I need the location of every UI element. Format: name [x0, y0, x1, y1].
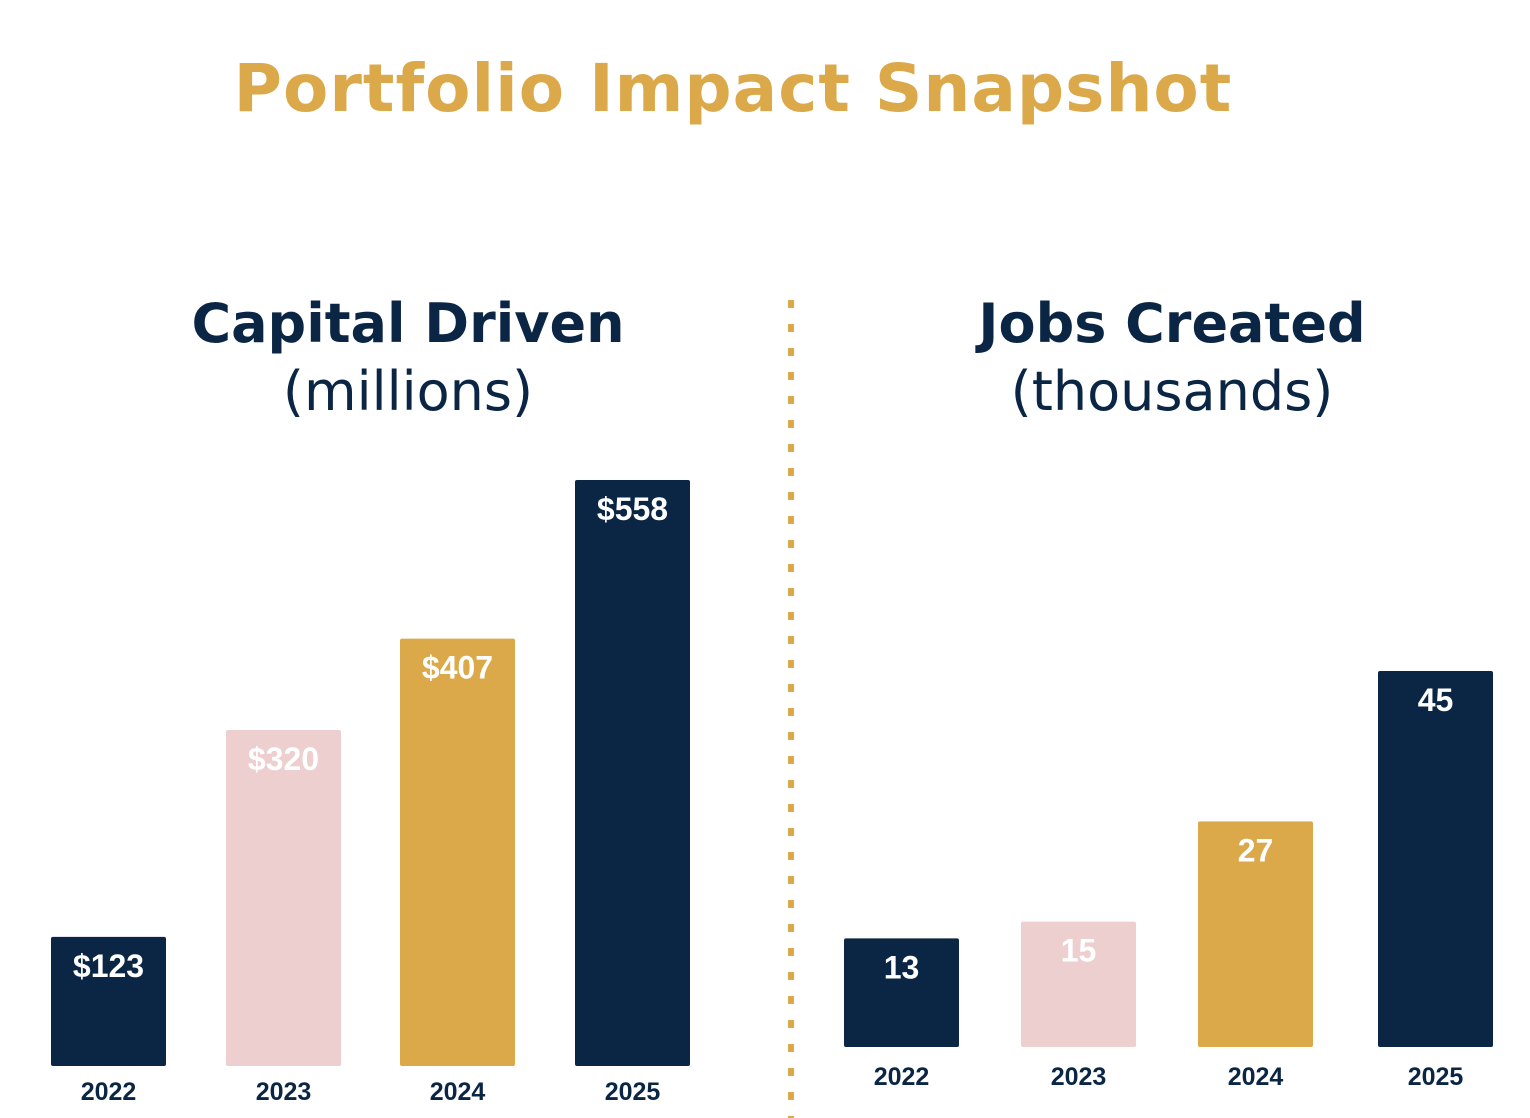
capital-data-label-2025: $558 [597, 491, 668, 527]
jobs-chart-title-text: Jobs Created [978, 292, 1366, 355]
capital-bar-2023 [226, 729, 341, 1066]
capital-x-tick-2025: 2025 [605, 1078, 661, 1106]
jobs-data-label-2023: 15 [1061, 933, 1097, 969]
capital-bar-2025 [575, 480, 690, 1066]
page-title: Portfolio Impact Snapshot [233, 50, 1233, 127]
jobs-bar-2024 [1198, 821, 1313, 1047]
jobs-chart-subtitle: (thousands) [1010, 360, 1334, 423]
jobs-data-label-2024: 27 [1238, 832, 1274, 868]
capital-chart-title: Capital Driven (millions) [108, 290, 708, 426]
dotted-divider [788, 300, 794, 1118]
capital-data-label-2023: $320 [248, 741, 319, 777]
capital-bar-2022 [51, 936, 166, 1066]
jobs-x-tick-2022: 2022 [874, 1063, 930, 1091]
capital-x-tick-2024: 2024 [430, 1078, 486, 1106]
jobs-chart-title: Jobs Created (thousands) [872, 290, 1472, 426]
capital-data-label-2024: $407 [422, 650, 493, 686]
jobs-x-tick-2024: 2024 [1228, 1063, 1284, 1091]
capital-chart-title-text: Capital Driven [191, 292, 625, 355]
capital-chart-subtitle: (millions) [282, 360, 534, 423]
jobs-data-label-2025: 45 [1418, 682, 1454, 718]
jobs-x-tick-2025: 2025 [1408, 1063, 1464, 1091]
capital-x-tick-2023: 2023 [256, 1078, 312, 1106]
jobs-bar-2022 [844, 938, 959, 1047]
jobs-bar-2025 [1378, 671, 1493, 1047]
capital-data-label-2022: $123 [73, 948, 144, 984]
jobs-data-label-2022: 13 [884, 949, 920, 985]
capital-bar-2024 [400, 638, 515, 1066]
jobs-bar-2023 [1021, 921, 1136, 1047]
capital-x-tick-2022: 2022 [81, 1078, 137, 1106]
jobs-x-tick-2023: 2023 [1051, 1063, 1107, 1091]
